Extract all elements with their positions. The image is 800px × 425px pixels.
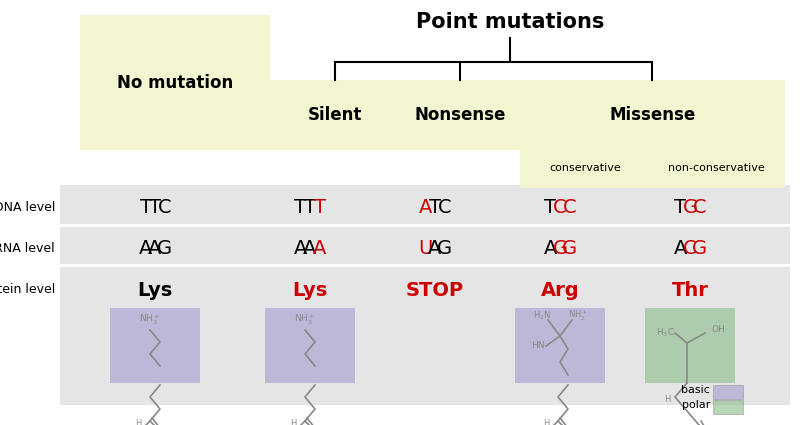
Text: Nonsense: Nonsense bbox=[414, 106, 506, 124]
Text: HN: HN bbox=[531, 342, 545, 351]
Text: mRNA level: mRNA level bbox=[0, 241, 55, 255]
Text: C: C bbox=[553, 198, 567, 216]
Text: G: G bbox=[157, 238, 172, 258]
Text: A: A bbox=[303, 238, 317, 258]
Text: A: A bbox=[148, 238, 162, 258]
Text: H: H bbox=[543, 419, 549, 425]
Text: H$_2$N: H$_2$N bbox=[533, 310, 551, 322]
Text: T: T bbox=[545, 198, 557, 216]
Bar bbox=[265, 308, 355, 383]
Text: T: T bbox=[674, 198, 686, 216]
Text: G: G bbox=[562, 238, 577, 258]
Bar bbox=[515, 308, 605, 383]
Text: polar: polar bbox=[682, 400, 710, 410]
Text: OH: OH bbox=[711, 326, 725, 334]
Bar bbox=[270, 80, 400, 150]
Text: NH$_2^+$: NH$_2^+$ bbox=[568, 309, 588, 323]
Bar bbox=[60, 185, 790, 405]
Text: DNA level: DNA level bbox=[0, 201, 55, 213]
Text: No mutation: No mutation bbox=[117, 74, 233, 91]
Text: conservative: conservative bbox=[549, 163, 621, 173]
Text: A: A bbox=[428, 238, 442, 258]
Text: G: G bbox=[553, 238, 567, 258]
Text: H$_3$C: H$_3$C bbox=[655, 327, 674, 339]
Text: A: A bbox=[139, 238, 152, 258]
Text: NH$_3^+$: NH$_3^+$ bbox=[139, 313, 161, 327]
Bar bbox=[520, 80, 785, 150]
Text: Missense: Missense bbox=[610, 106, 696, 124]
Text: A: A bbox=[419, 198, 432, 216]
Text: Arg: Arg bbox=[541, 280, 579, 300]
Text: Lys: Lys bbox=[292, 280, 328, 300]
Text: protein level: protein level bbox=[0, 283, 55, 297]
Bar bbox=[713, 385, 743, 399]
Text: G: G bbox=[692, 238, 707, 258]
Text: NH$_3^+$: NH$_3^+$ bbox=[294, 313, 315, 327]
Text: T: T bbox=[314, 198, 326, 216]
Text: C: C bbox=[683, 238, 697, 258]
Bar bbox=[80, 15, 270, 150]
Text: A: A bbox=[294, 238, 307, 258]
Text: T: T bbox=[294, 198, 306, 216]
Text: A: A bbox=[313, 238, 326, 258]
Text: T: T bbox=[429, 198, 441, 216]
Text: A: A bbox=[544, 238, 557, 258]
Text: Thr: Thr bbox=[671, 280, 709, 300]
Bar bbox=[520, 148, 650, 188]
Text: A: A bbox=[674, 238, 687, 258]
Text: C: C bbox=[693, 198, 706, 216]
Text: G: G bbox=[437, 238, 452, 258]
Text: Point mutations: Point mutations bbox=[416, 12, 604, 32]
Bar bbox=[395, 80, 525, 150]
Text: H: H bbox=[135, 419, 141, 425]
Bar bbox=[645, 308, 735, 383]
Text: U: U bbox=[418, 238, 433, 258]
Text: Lys: Lys bbox=[138, 280, 173, 300]
Text: T: T bbox=[149, 198, 161, 216]
Text: basic: basic bbox=[681, 385, 710, 395]
Text: G: G bbox=[682, 198, 698, 216]
Text: T: T bbox=[139, 198, 151, 216]
Text: C: C bbox=[158, 198, 171, 216]
Text: STOP: STOP bbox=[406, 280, 464, 300]
Text: C: C bbox=[562, 198, 576, 216]
Text: Silent: Silent bbox=[308, 106, 362, 124]
Text: C: C bbox=[438, 198, 451, 216]
Bar bbox=[110, 308, 200, 383]
Text: H: H bbox=[664, 394, 670, 403]
Text: non-conservative: non-conservative bbox=[668, 163, 765, 173]
Bar bbox=[713, 400, 743, 414]
Text: H: H bbox=[290, 419, 296, 425]
Text: T: T bbox=[304, 198, 316, 216]
Bar bbox=[648, 148, 785, 188]
